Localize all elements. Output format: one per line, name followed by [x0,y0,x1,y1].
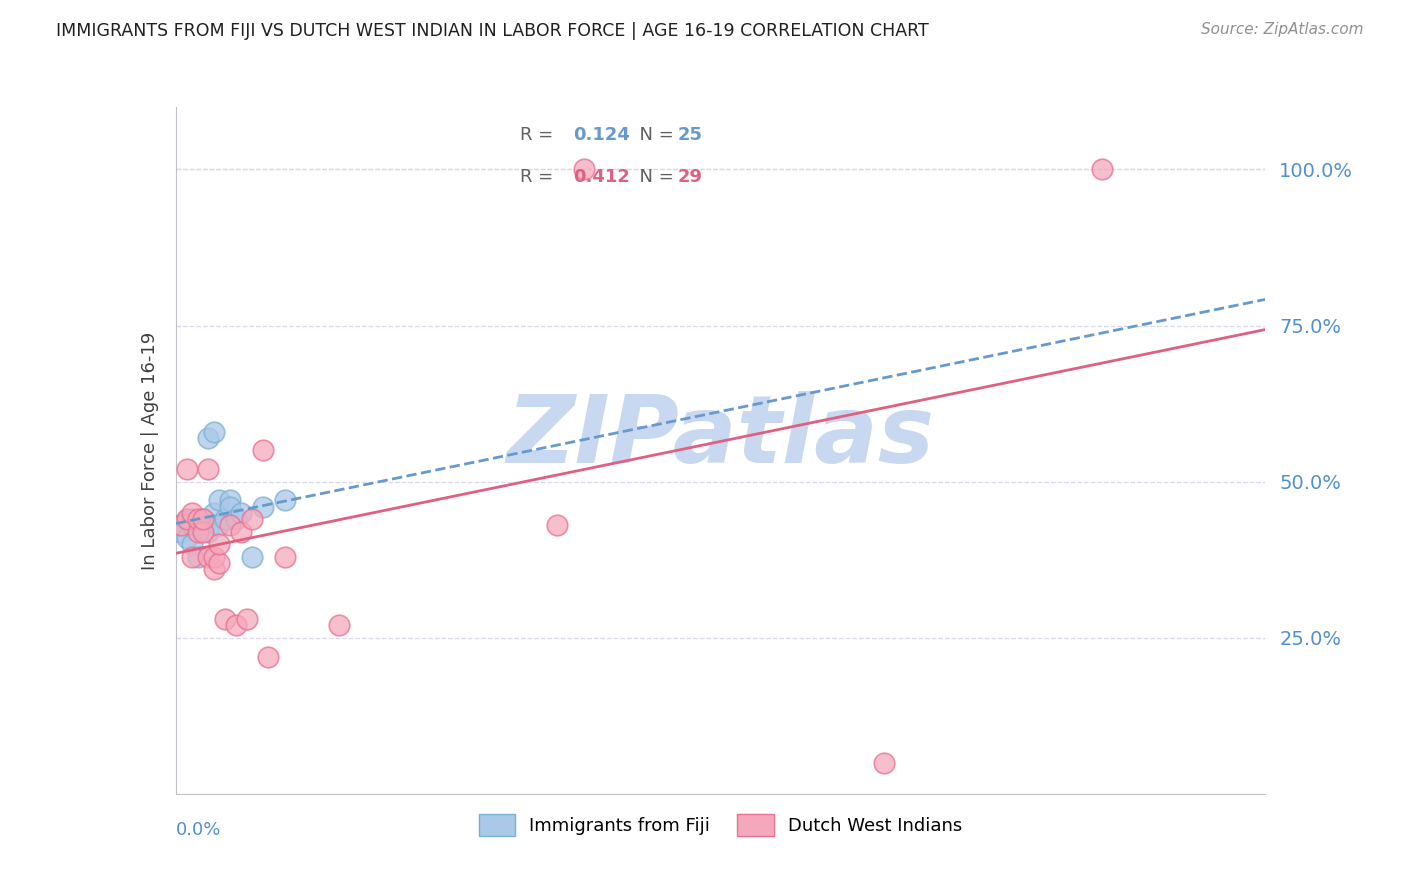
Text: 29: 29 [678,169,703,186]
Point [191,512,214,526]
Text: 25: 25 [678,126,703,144]
Point [252,443,274,458]
Point [197,462,219,476]
Text: N =: N = [628,126,681,144]
Y-axis label: In Labor Force | Age 16-19: In Labor Force | Age 16-19 [141,331,159,570]
Point [219,518,242,533]
Point [186,518,209,533]
Point [186,524,209,539]
Point [873,756,896,770]
Point [197,431,219,445]
Point [219,493,242,508]
Point [191,518,214,533]
Point [181,518,204,533]
Point [191,524,214,539]
Point [181,512,204,526]
Text: R =: R = [520,126,560,144]
Point [235,612,257,626]
Point [274,549,297,564]
Point [170,518,193,533]
Point [208,537,231,551]
Point [328,618,350,632]
Point [208,493,231,508]
Text: R =: R = [520,169,560,186]
Point [225,512,247,526]
Point [208,518,231,533]
Point [170,524,193,539]
Text: ZIPatlas: ZIPatlas [506,391,935,483]
Point [274,493,297,508]
Point [202,562,225,576]
Point [240,512,263,526]
Point [225,618,247,632]
Text: 0.124: 0.124 [574,126,630,144]
Text: 0.412: 0.412 [574,169,630,186]
Point [252,500,274,514]
Point [181,506,204,520]
Point [197,524,219,539]
Point [176,462,198,476]
Point [231,524,253,539]
Point [191,512,214,526]
Point [197,549,219,564]
Point [574,162,596,177]
Point [176,512,198,526]
Point [176,531,198,545]
Text: 0.0%: 0.0% [176,822,221,839]
Point [181,537,204,551]
Legend: Immigrants from Fiji, Dutch West Indians: Immigrants from Fiji, Dutch West Indians [471,806,970,843]
Point [546,518,568,533]
Point [240,549,263,564]
Point [219,500,242,514]
Point [1091,162,1114,177]
Point [170,518,193,533]
Point [176,512,198,526]
Point [257,649,280,664]
Point [202,549,225,564]
Point [186,512,209,526]
Text: N =: N = [628,169,681,186]
Point [231,506,253,520]
Point [181,549,204,564]
Point [202,506,225,520]
Point [208,556,231,570]
Text: IMMIGRANTS FROM FIJI VS DUTCH WEST INDIAN IN LABOR FORCE | AGE 16-19 CORRELATION: IMMIGRANTS FROM FIJI VS DUTCH WEST INDIA… [56,22,929,40]
Point [214,512,236,526]
Text: Source: ZipAtlas.com: Source: ZipAtlas.com [1201,22,1364,37]
Point [186,549,209,564]
Point [214,612,236,626]
Point [202,425,225,439]
